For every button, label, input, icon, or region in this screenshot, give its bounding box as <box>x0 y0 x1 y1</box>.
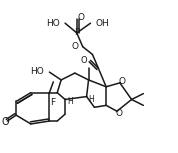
Text: O: O <box>72 42 79 51</box>
Text: O: O <box>115 109 122 118</box>
Text: O: O <box>77 13 84 22</box>
Text: F: F <box>50 98 55 107</box>
Text: P: P <box>74 28 80 37</box>
Text: O: O <box>118 77 125 86</box>
Text: H: H <box>67 97 73 106</box>
Text: HO: HO <box>30 67 44 76</box>
Text: HO: HO <box>46 19 60 28</box>
Text: OH: OH <box>95 19 109 28</box>
Text: O: O <box>81 56 88 65</box>
Text: H: H <box>89 95 94 104</box>
Text: O: O <box>2 117 9 127</box>
